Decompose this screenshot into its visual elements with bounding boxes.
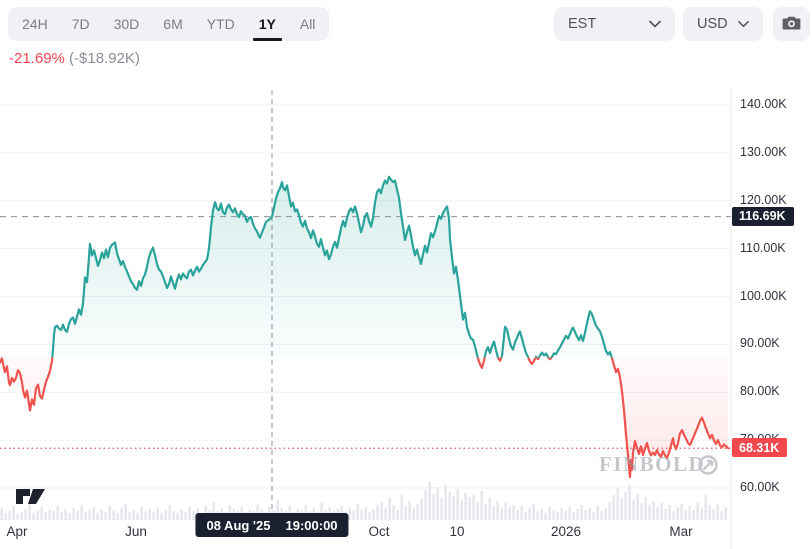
chevron-down-icon bbox=[649, 20, 661, 28]
y-axis-label: 130.00K bbox=[740, 144, 787, 159]
x-axis-label: Mar bbox=[669, 524, 693, 539]
y-axis-label: 80.00K bbox=[740, 384, 780, 399]
change-amount: (-$18.92K) bbox=[69, 50, 140, 67]
watermark-text: FINBOLD bbox=[599, 452, 706, 476]
timezone-select[interactable]: EST bbox=[554, 7, 675, 41]
area-fill-above-baseline bbox=[0, 176, 728, 358]
tab-6m[interactable]: 6M bbox=[151, 7, 194, 41]
tradingview-logo[interactable] bbox=[16, 489, 46, 510]
y-axis-label: 110.00K bbox=[740, 240, 786, 255]
tab-all[interactable]: All bbox=[288, 7, 328, 41]
crosshair-date: 08 Aug '25 bbox=[206, 517, 271, 533]
change-percent: -21.69% bbox=[9, 50, 65, 67]
price-line-up bbox=[1, 175, 613, 358]
y-axis-label: 120.00K bbox=[740, 192, 787, 207]
x-axis-label: 2026 bbox=[550, 524, 582, 539]
y-axis-label: 100.00K bbox=[740, 288, 787, 303]
x-axis-label: Apr bbox=[6, 524, 28, 539]
x-axis-label: Jun bbox=[125, 524, 147, 539]
finbold-logo-icon bbox=[698, 454, 718, 475]
y-axis-label: 60.00K bbox=[740, 480, 780, 494]
tab-ytd[interactable]: YTD bbox=[195, 7, 247, 41]
crosshair-price-badge: 116.69K bbox=[732, 206, 794, 226]
y-axis-label: 90.00K bbox=[740, 336, 780, 351]
tab-30d[interactable]: 30D bbox=[102, 7, 152, 41]
timezone-value: EST bbox=[568, 16, 597, 32]
x-axis-label: 10 bbox=[449, 524, 465, 539]
last-price-badge: 68.31K bbox=[732, 438, 788, 458]
time-range-tabs: 24H 7D 30D 6M YTD 1Y All bbox=[8, 7, 330, 41]
x-axis-label: Oct bbox=[368, 524, 390, 539]
tab-24h[interactable]: 24H bbox=[10, 7, 60, 41]
crosshair-tooltip: 08 Aug '25 19:00:00 bbox=[195, 513, 349, 537]
crosshair-time: 19:00:00 bbox=[285, 517, 338, 533]
currency-value: USD bbox=[697, 16, 728, 32]
area-fill-below-baseline bbox=[0, 357, 728, 477]
currency-select[interactable]: USD bbox=[683, 7, 763, 41]
tab-1y[interactable]: 1Y bbox=[247, 7, 288, 41]
screenshot-button[interactable] bbox=[773, 7, 810, 41]
finbold-watermark: FINBOLD bbox=[599, 452, 719, 477]
chevron-down-icon bbox=[738, 20, 749, 28]
y-axis-label: 140.00K bbox=[740, 97, 787, 111]
price-change: -21.69% (-$18.92K) bbox=[9, 50, 140, 67]
tab-7d[interactable]: 7D bbox=[60, 7, 102, 41]
camera-icon bbox=[782, 15, 801, 34]
